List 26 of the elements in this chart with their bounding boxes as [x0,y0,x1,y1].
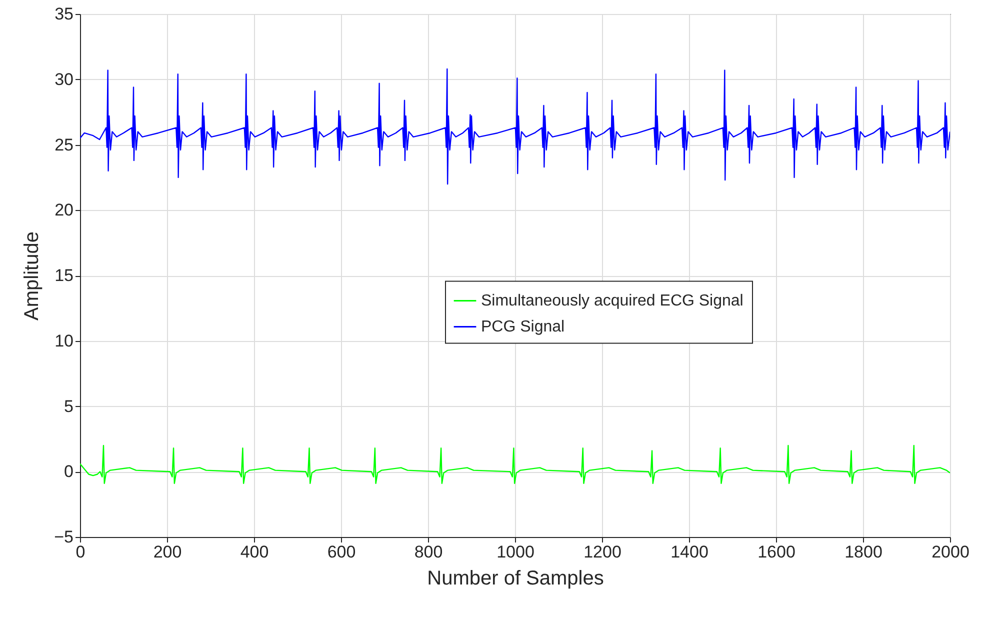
y-tick-label: 25 [54,135,74,154]
line-series [80,444,950,484]
y-tick-label: 5 [64,396,74,416]
y-tick-label: 0 [64,462,74,482]
y-tick-label: 15 [54,266,74,285]
y-tick-label: 10 [54,331,74,350]
x-tick-label: 1000 [496,542,534,562]
y-tick-label: 35 [54,4,74,24]
x-tick-label: 600 [327,542,356,562]
y-tick-label: 30 [54,70,74,89]
legend-label: Simultaneously acquired ECG Signal [481,292,744,310]
x-tick-label: 2000 [932,542,970,562]
line-series [80,68,950,185]
x-tick-label: 800 [414,542,443,562]
x-axis-title: Number of Samples [427,568,604,590]
x-tick-label: 0 [76,542,86,562]
x-tick-label: 1600 [758,542,796,562]
x-tick-label: 200 [153,542,182,562]
x-tick-label: 1800 [844,542,882,562]
x-tick-label: 1200 [584,542,622,562]
y-axis-title: Amplitude [21,232,44,320]
x-tick-label: 400 [240,542,269,562]
legend-label: PCG Signal [481,318,565,336]
y-tick-label: 20 [54,200,74,220]
y-tick-label: −5 [54,528,74,546]
x-tick-label: 1400 [670,542,708,562]
